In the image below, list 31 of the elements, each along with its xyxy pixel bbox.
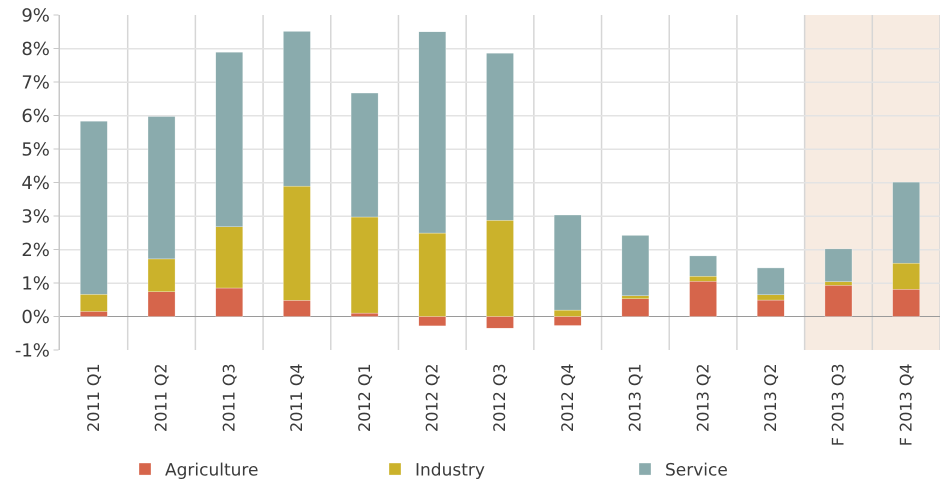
bar	[622, 298, 650, 317]
x-tick-label: 2012 Q4	[558, 363, 577, 432]
x-tick-label: F 2013 Q4	[896, 363, 916, 446]
x-tick-label: 2012 Q3	[490, 363, 510, 432]
y-tick-label: 3%	[21, 206, 50, 228]
y-tick-label: 1%	[21, 273, 50, 294]
y-tick-label: 5%	[21, 139, 50, 160]
y-tick-label: -1%	[14, 340, 50, 362]
y-tick-label: 8%	[21, 38, 50, 60]
legend-label: Agriculture	[165, 460, 258, 481]
legend-label: Service	[665, 460, 728, 481]
x-tick-label: 2013 Q2	[693, 363, 712, 432]
x-tick-label: F 2013 Q3	[828, 363, 848, 446]
bar	[824, 285, 852, 317]
legend-label: Industry	[415, 460, 485, 481]
y-tick-label: 7%	[21, 72, 50, 94]
y-tick-label: 0%	[21, 306, 50, 328]
x-tick-label: 2013 Q1	[626, 363, 645, 432]
x-tick-label: 2012 Q2	[422, 363, 442, 432]
y-tick-label: 2%	[21, 240, 50, 261]
y-tick-label: 6%	[21, 106, 50, 127]
x-tick-label: 2011 Q2	[152, 363, 171, 432]
x-tick-label: 2011 Q4	[287, 363, 306, 432]
x-tick-label: 2013 Q2	[760, 363, 780, 432]
x-tick-label: 2012 Q1	[354, 363, 374, 432]
y-tick-label: 4%	[21, 172, 50, 194]
bar	[622, 235, 650, 296]
bar	[824, 248, 852, 282]
y-tick-label: 9%	[21, 5, 50, 26]
x-tick-label: 2011 Q1	[84, 363, 104, 432]
x-tick-label: 2011 Q3	[219, 363, 238, 432]
